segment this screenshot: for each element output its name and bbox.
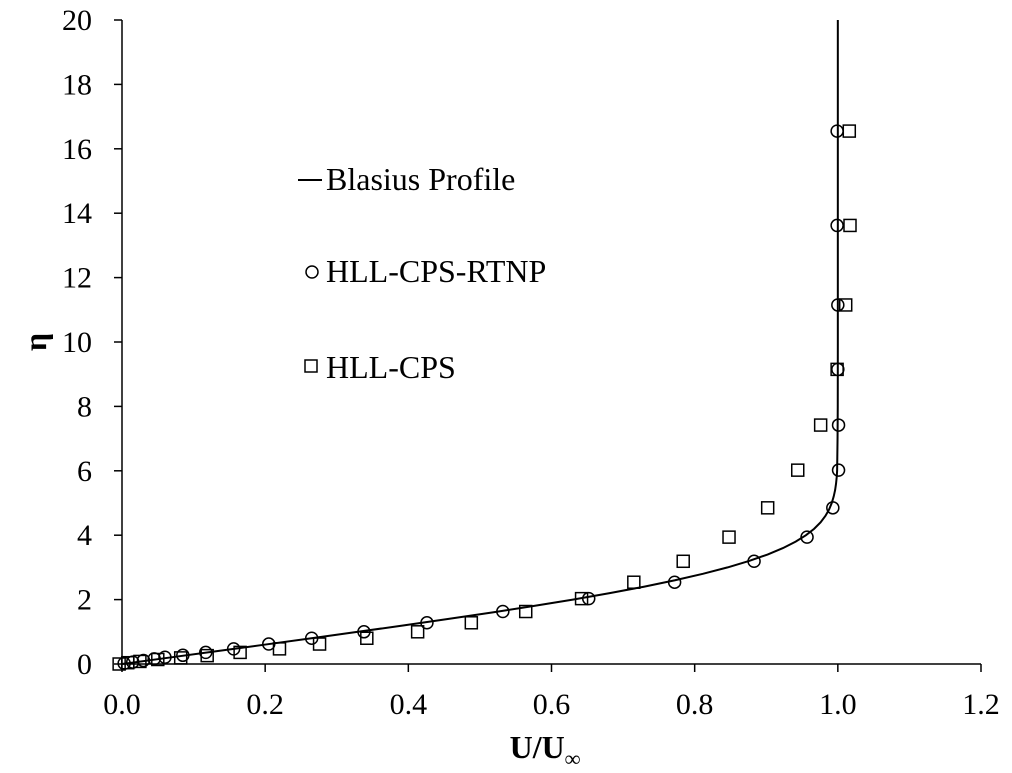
y-tick-label: 16 [62,133,92,166]
hll-cps-point [627,575,641,589]
x-tick-label: 1.2 [962,688,1000,721]
y-tick-label: 0 [77,648,92,681]
x-tick-label: 0.0 [103,688,141,721]
hll-cps-rtnp-point [304,631,319,645]
hll-cps-point [843,218,857,233]
hll-cps-rtnp-point [176,648,190,663]
y-tick-label: 4 [77,519,92,552]
hll-cps-point [574,591,589,606]
hll-cps-point [813,418,828,432]
hll-cps-rtnp-point [125,655,140,669]
hll-cps-rtnp-point [830,218,844,233]
y-tick-label: 8 [77,390,92,423]
hll-cps-rtnp-point [261,637,276,651]
hll-cps-point [173,651,188,665]
hll-cps-rtnp-point [826,501,840,515]
hll-cps-rtnp-point [581,591,596,606]
hll-cps-rtnp-point [357,625,371,639]
x-axis-title-subscript: ∞ [565,746,581,771]
hll-cps-point [360,631,374,645]
hll-cps-point [112,657,126,671]
hll-cps-point [722,530,736,544]
legend-label-hll-cps: HLL-CPS [326,349,456,385]
hll-cps-rtnp-point [199,645,213,660]
hll-cps-point [464,616,479,630]
x-tick-label: 1.0 [819,688,857,721]
hll-cps-rtnp-point [831,362,845,377]
x-tick-label: 0.6 [533,688,571,721]
hll-cps-point [842,124,857,138]
y-tick-label: 6 [77,455,92,488]
x-tick-label: 0.2 [246,688,284,721]
hll-cps-rtnp-point [496,604,510,619]
x-ticks: 0.0 0.2 0.4 0.6 0.8 1.0 1.2 [103,664,1000,721]
hll-cps-point [410,625,425,639]
hll-cps-rtnp-point [158,650,172,664]
legend-circle-marker [305,265,319,279]
hll-cps-point [676,554,690,569]
plot-series [112,20,857,671]
hll-cps-rtnp-point [117,656,131,671]
hll-cps-point [312,637,327,651]
hll-cps-rtnp-point [747,554,761,569]
x-tick-label: 0.4 [390,688,428,721]
legend-item-hll-cps-rtnp: HLL-CPS-RTNP [305,253,546,289]
hll-cps-rtnp-point [226,642,241,656]
legend-item-hll-cps: HLL-CPS [304,349,456,385]
legend-square-marker [304,359,318,373]
hll-cps-rtnp-point [667,575,682,589]
x-tick-label: 0.8 [676,688,714,721]
y-tick-label: 12 [62,262,92,295]
y-tick-label: 14 [62,197,92,230]
legend-label-blasius: Blasius Profile [326,161,515,197]
y-tick-label: 20 [62,4,92,37]
y-axis-title: η [17,333,53,351]
y-tick-label: 10 [62,326,92,359]
hll-cps-rtnp-point [830,124,844,138]
y-tick-label: 2 [77,584,92,617]
hll-cps-rtnp-point [831,418,846,432]
hll-cps-rtnp-point [136,653,151,668]
hll-cps-point [272,642,287,656]
hll-cps-point [790,463,805,477]
legend-label-hll-cps-rtnp: HLL-CPS-RTNP [326,253,546,289]
hll-cps-point [760,501,775,515]
x-axis-title: U/U∞ [510,729,581,771]
hll-cps-point [233,645,247,660]
legend-item-blasius: Blasius Profile [298,161,515,197]
blasius-profile-line [121,20,839,665]
axes: 0.0 0.2 0.4 0.6 0.8 1.0 1.2 0 2 4 6 8 10 12 14 16 18 20 [62,4,1000,721]
hll-cps-rtnp-point [420,616,434,630]
y-ticks: 0 2 4 6 8 10 12 14 16 18 20 [62,4,122,681]
hll-cps-rtnp-point [831,298,845,312]
legend: Blasius Profile HLL-CPS-RTNP HLL-CPS [298,161,546,385]
hll-cps-point [518,604,533,619]
hll-cps-rtnp-point [147,652,161,666]
y-tick-label: 18 [62,68,92,101]
hll-cps-point [838,298,853,312]
hll-cps-rtnp-point [800,530,814,544]
hll-cps-rtnp-point [831,463,846,477]
